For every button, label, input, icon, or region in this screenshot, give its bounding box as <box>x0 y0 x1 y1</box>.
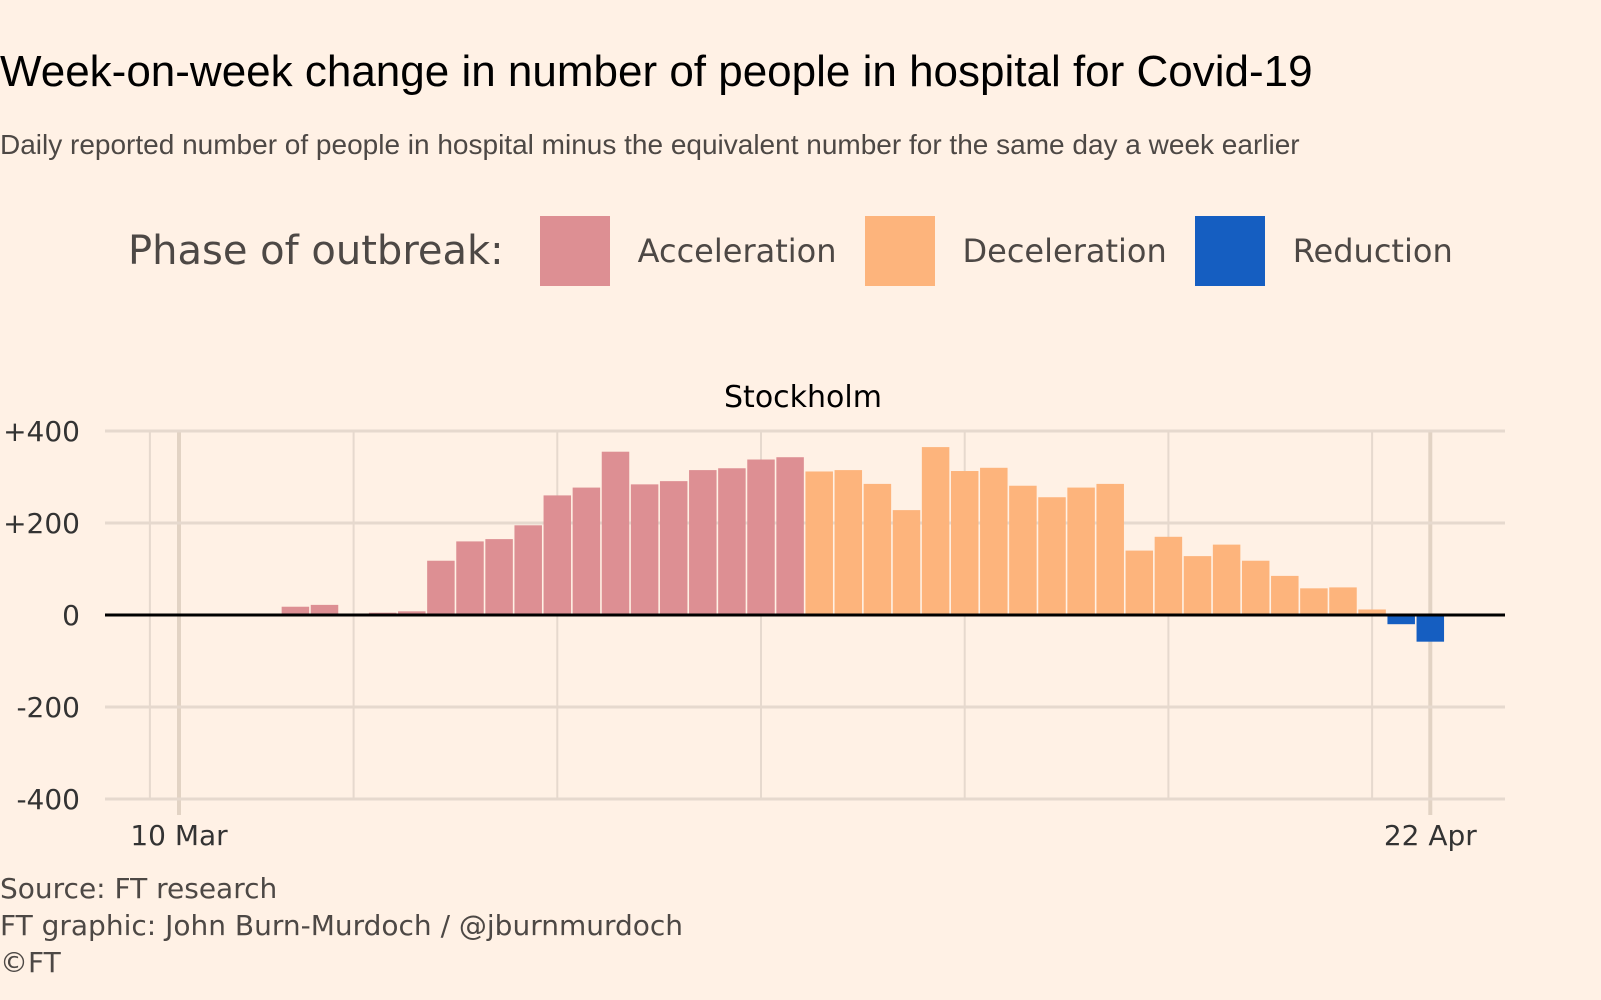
bar <box>776 457 804 615</box>
bar <box>514 525 542 615</box>
legend-swatch <box>1194 216 1265 286</box>
bar <box>398 611 426 615</box>
bar <box>689 470 717 615</box>
bar <box>456 541 484 615</box>
bar <box>1125 550 1154 615</box>
chart-panel-title: Stockholm <box>724 380 882 415</box>
y-tick-label: 0 <box>62 599 80 632</box>
bar <box>485 539 513 615</box>
bar <box>805 471 833 615</box>
bar-chart: Stockholm +400 +200 0 -200 -400 10 Mar 22 Apr <box>3 380 1505 852</box>
bar <box>310 604 339 615</box>
bar <box>1358 609 1386 615</box>
y-tick-label: +400 <box>3 415 80 448</box>
chart-title: Week-on-week change in number of people … <box>0 47 1313 96</box>
bar <box>834 470 863 615</box>
legend-label: Deceleration <box>962 232 1167 270</box>
bar <box>1416 615 1445 642</box>
bar <box>659 481 688 615</box>
bar <box>281 606 310 615</box>
bar <box>1038 497 1066 615</box>
bar <box>1271 575 1299 615</box>
bar <box>1183 556 1212 615</box>
legend: Phase of outbreak: Acceleration Decelera… <box>128 216 1481 286</box>
legend-item-acceleration: Acceleration <box>539 216 837 286</box>
bar <box>1300 588 1328 615</box>
bar <box>980 467 1008 615</box>
y-tick-label: -200 <box>16 691 80 724</box>
bar <box>630 484 659 615</box>
bar <box>1212 544 1241 615</box>
copyright: ©FT <box>0 946 61 979</box>
bar <box>1009 485 1037 615</box>
bar <box>1154 536 1183 615</box>
bar <box>543 495 572 615</box>
legend-label: Acceleration <box>637 232 837 270</box>
bar <box>892 510 921 615</box>
source-note: Source: FT research <box>0 872 278 905</box>
bar <box>718 468 746 615</box>
x-tick-label: 22 Apr <box>1384 819 1477 852</box>
bar <box>1096 483 1124 615</box>
x-tick-label: 10 Mar <box>130 819 228 852</box>
y-tick-label: -400 <box>16 783 80 816</box>
legend-label: Reduction <box>1292 232 1453 270</box>
chart-subtitle: Daily reported number of people in hospi… <box>0 129 1300 160</box>
legend-swatch <box>864 216 935 286</box>
bar <box>572 487 601 615</box>
legend-title: Phase of outbreak: <box>128 228 504 274</box>
bar <box>921 447 950 615</box>
bar <box>601 451 630 615</box>
bar <box>1067 487 1095 615</box>
bar <box>1329 587 1357 615</box>
legend-swatch <box>539 216 610 286</box>
legend-item-reduction: Reduction <box>1194 216 1453 286</box>
legend-item-deceleration: Deceleration <box>864 216 1167 286</box>
bar <box>747 459 775 615</box>
y-tick-label: +200 <box>3 507 80 540</box>
bar <box>1387 615 1415 625</box>
graphic-credit: FT graphic: John Burn-Murdoch / @jburnmu… <box>0 909 684 942</box>
bar <box>863 483 892 615</box>
bar <box>950 471 979 615</box>
bar <box>427 560 455 615</box>
bar <box>1241 560 1270 615</box>
